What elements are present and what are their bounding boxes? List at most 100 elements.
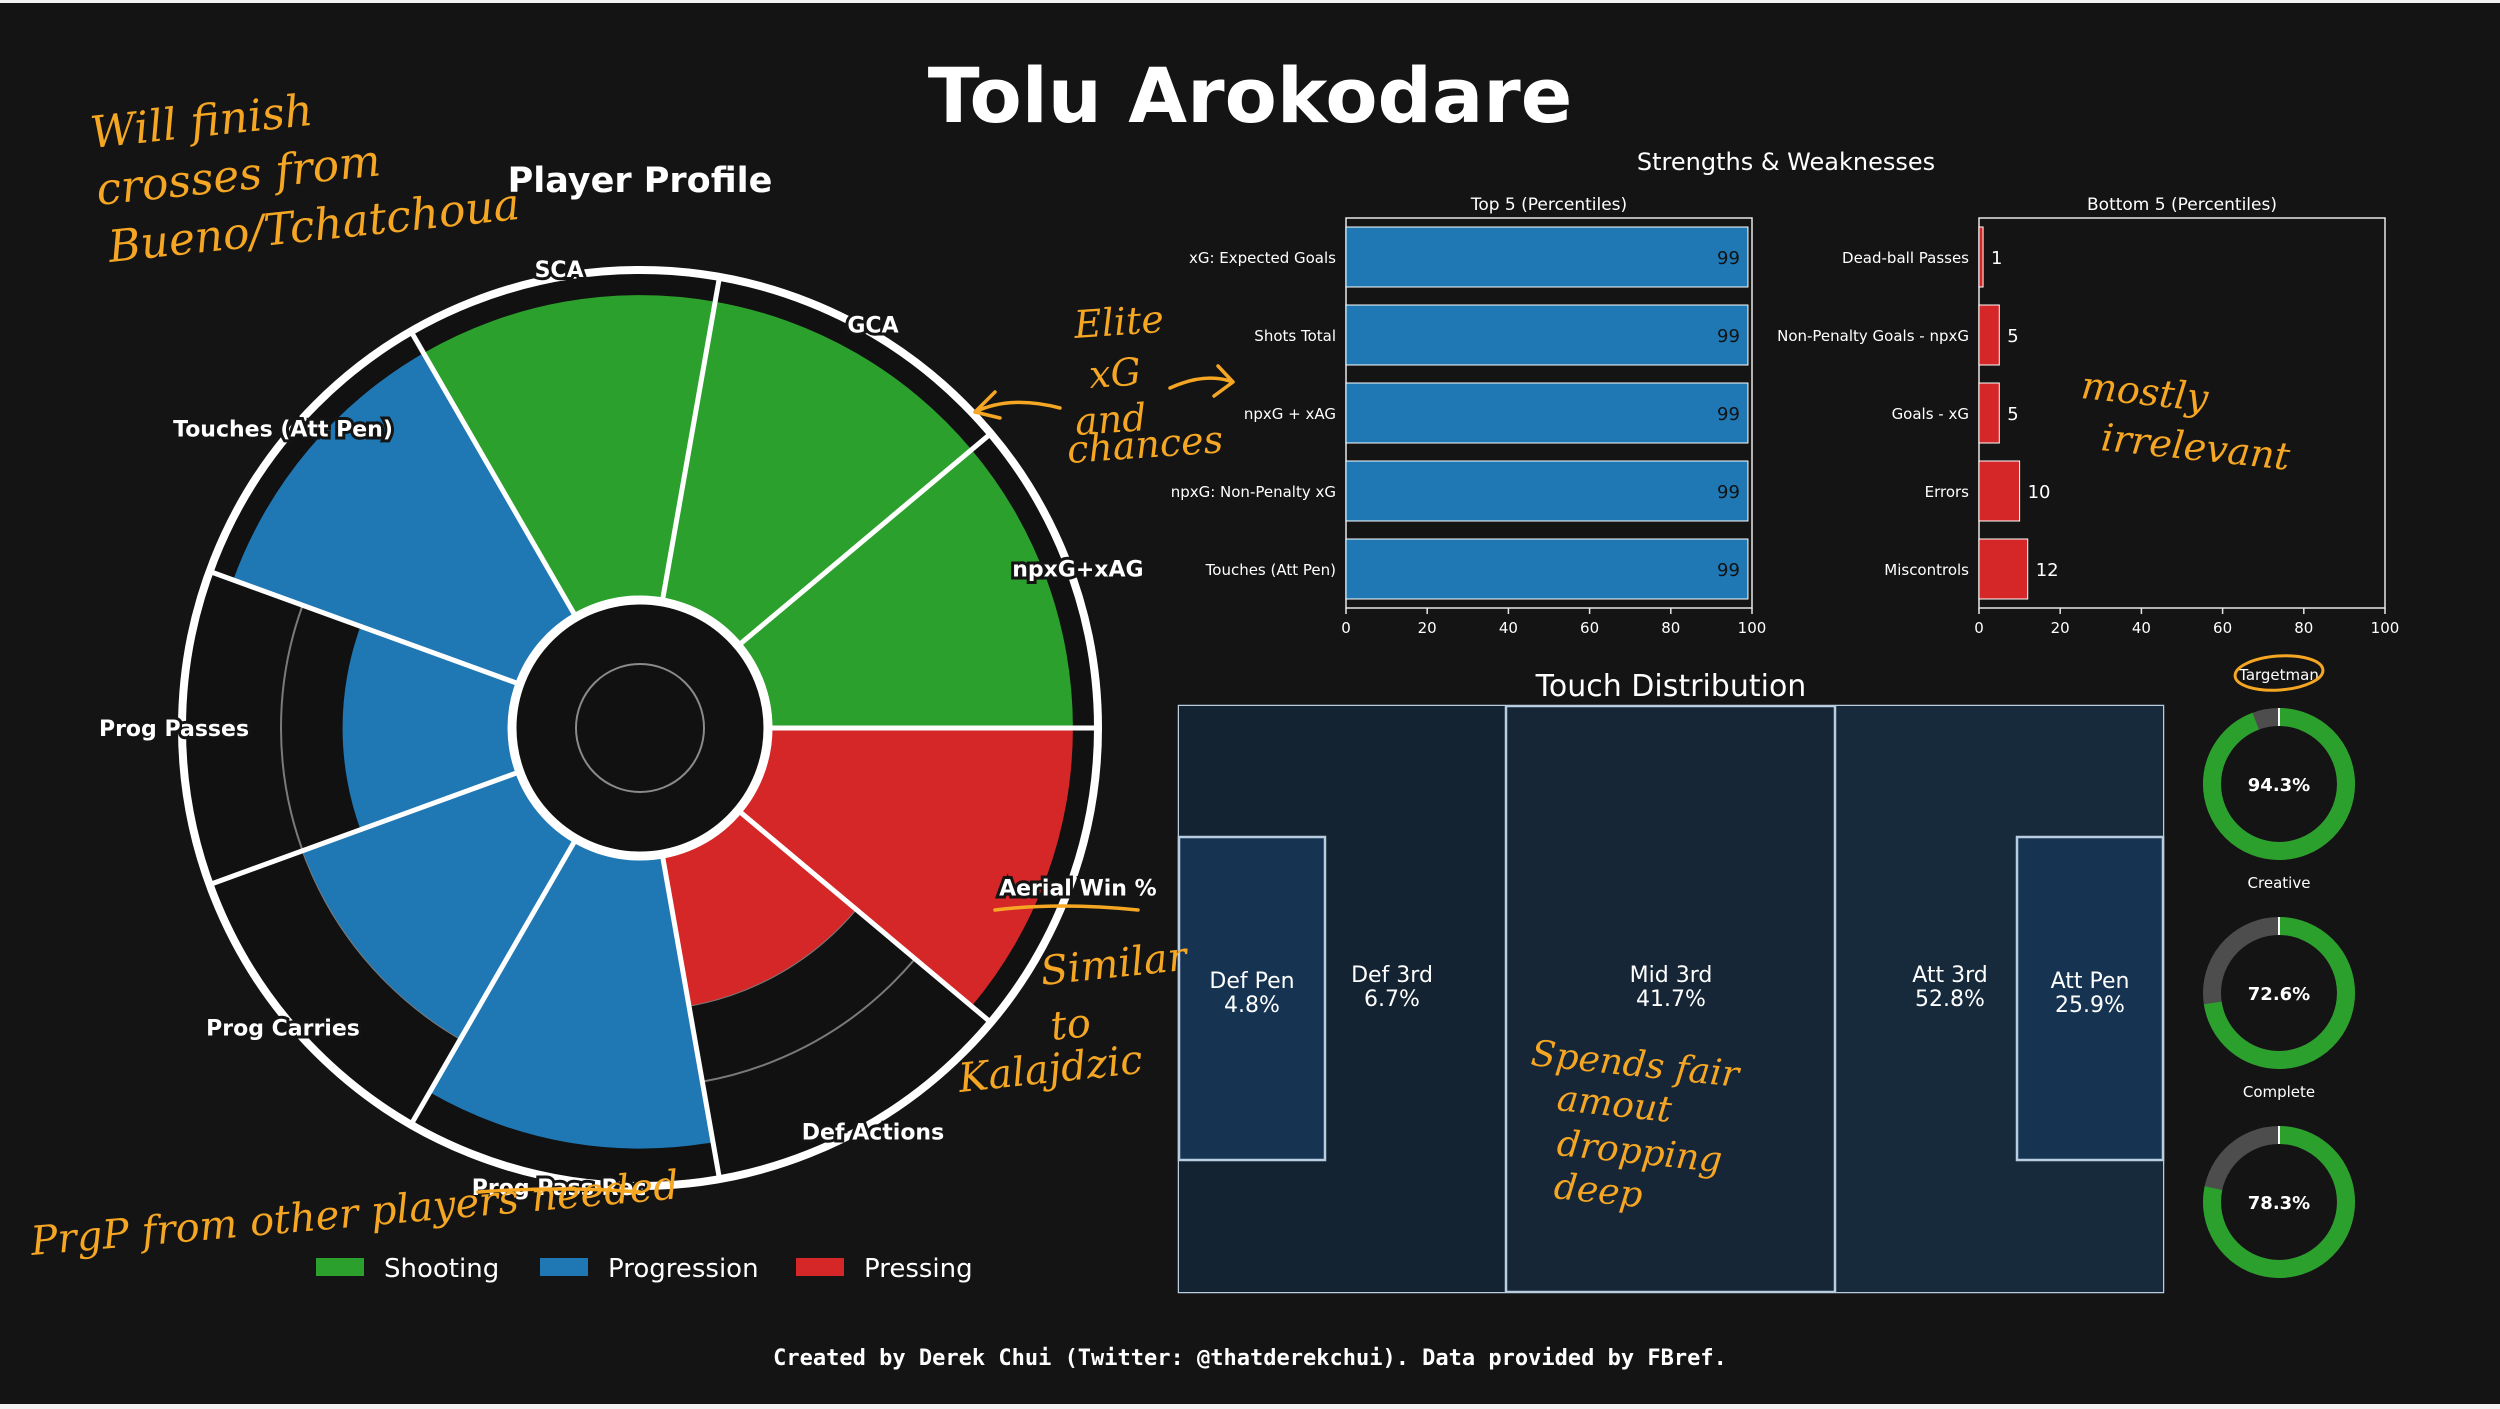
polar-separator (736, 808, 993, 1025)
strengths-weaknesses-title: Strengths & Weaknesses (1637, 148, 1935, 176)
annotation-elite-2: and (1074, 395, 1148, 444)
polar-separator (208, 569, 521, 687)
donut-label-0: Targetman (2238, 666, 2319, 684)
polar-wedge-3 (233, 353, 576, 685)
polar-separator (659, 853, 722, 1180)
bar-1-3 (1345, 460, 1749, 522)
donut-label-2: Complete (2243, 1083, 2315, 1101)
bottom5-bar-chart: Bottom 5 (Percentiles) Dead-ball Passes 1 N… (1777, 195, 2399, 637)
donut-value-0: 94.3% (2248, 775, 2310, 796)
att-penalty-box (2015, 835, 2165, 1162)
bar-label-1-2: npxG + xAG (1244, 405, 1336, 423)
zone-value-1: 6.7% (1364, 987, 1420, 1012)
bar-2-1 (1978, 304, 2000, 366)
x-tick-label-2-4: 80 (2294, 619, 2313, 637)
x-tick-label-2-5: 100 (2371, 619, 2400, 637)
bar-2-4 (1978, 538, 2029, 600)
annotation-similar-0: Similar (1038, 934, 1192, 995)
donut-value-2: 78.3% (2248, 1193, 2310, 1214)
annotation-circle-targetman (2233, 654, 2325, 692)
polar-wedge-8 (738, 728, 1073, 1007)
bar-value-1-0: 99 (1717, 248, 1740, 269)
legend-label-pressing: Pressing (864, 1254, 973, 1284)
legend-label-progression: Progression (608, 1254, 759, 1284)
bar-chart-title-2: Bottom 5 (Percentiles) (2087, 195, 2277, 215)
bar-chart-title-1: Top 5 (Percentiles) (1470, 195, 1627, 215)
annotation-arrow-left (973, 390, 1062, 420)
x-tick-label-2-0: 0 (1974, 619, 1984, 637)
zone-name-3: Att 3rd (1912, 963, 1988, 988)
bar-label-2-4: Miscontrols (1884, 561, 1969, 579)
bar-label-1-1: Shots Total (1254, 327, 1336, 345)
annotation-underline-progpassrec (476, 1187, 642, 1194)
bar-label-2-1: Non-Penalty Goals - npxG (1777, 327, 1969, 345)
annotation-dropping-3: deep (1552, 1166, 1645, 1216)
polar-wedge-7 (662, 810, 856, 1006)
x-tick-label-2-2: 40 (2132, 619, 2151, 637)
polar-wedge-4 (342, 626, 520, 830)
annotation-underline-aerial (993, 904, 1140, 912)
bar-label-1-3: npxG: Non-Penalty xG (1171, 483, 1336, 501)
x-tick-label-2-1: 20 (2051, 619, 2070, 637)
bar-label-1-4: Touches (Att Pen) (1205, 561, 1336, 579)
polar-inner-grid (575, 663, 705, 793)
x-tick-label-2-3: 60 (2213, 619, 2232, 637)
polar-separator (408, 837, 579, 1126)
annotation-elite-1: xG (1088, 349, 1143, 397)
zone-name-2: Mid 3rd (1630, 963, 1713, 988)
bar-value-2-0: 1 (1991, 248, 2002, 269)
polar-label-1: GCA (847, 313, 898, 338)
touch-distribution-title: Touch Distribution (1535, 669, 1807, 704)
player-profile-chart: Player Profile npxG+xAG GCA SCA Touches (Att… (96, 161, 1160, 1284)
x-tick-label-1-3: 60 (1580, 619, 1599, 637)
polar-wedge-5 (302, 771, 576, 1039)
polar-inner-hole (507, 595, 773, 861)
polar-label-0: npxG+xAG (1012, 558, 1143, 583)
bar-value-2-1: 5 (2007, 326, 2018, 347)
bar-2-3 (1978, 460, 2021, 522)
legend-label-shooting: Shooting (384, 1254, 499, 1284)
bottom-border (0, 1404, 2500, 1409)
top-border (0, 0, 2500, 3)
bar-chart-frame-2 (1978, 217, 2386, 609)
polar-label-4: Prog Passes (99, 717, 249, 742)
polar-wedge-1 (662, 301, 972, 646)
x-tick-label-1-4: 80 (1661, 619, 1680, 637)
polar-label-8: Aerial Win % (999, 876, 1157, 901)
bar-1-1 (1345, 304, 1749, 366)
x-tick-label-1-5: 100 (1738, 619, 1767, 637)
polar-label-6: Prog Pass Rec (472, 1176, 647, 1201)
page-title: Tolu Arokodare (928, 51, 1573, 140)
archetype-donuts: Targetman 94.3% Creative 72.6% Complete 78.3% (2203, 654, 2355, 1278)
top5-bar-chart: Strengths & Weaknesses Top 5 (Percentiles… (1171, 148, 1935, 637)
zone-value-4: 25.9% (2055, 993, 2125, 1018)
legend-swatch-progression (540, 1258, 588, 1276)
bar-value-2-3: 10 (2028, 482, 2051, 503)
zone-value-0: 4.8% (1224, 993, 1280, 1018)
bar-value-1-1: 99 (1717, 326, 1740, 347)
bar-value-1-4: 99 (1717, 560, 1740, 581)
x-tick-label-1-0: 0 (1341, 619, 1351, 637)
bar-value-1-3: 99 (1717, 482, 1740, 503)
polar-wedge-2 (423, 295, 716, 618)
bar-value-1-2: 99 (1717, 404, 1740, 425)
polar-separator (736, 431, 993, 648)
bar-2-0 (1978, 226, 1984, 288)
polar-wedge-6 (429, 838, 713, 1149)
donut-value-1: 72.6% (2248, 984, 2310, 1005)
zone-name-4: Att Pen (2051, 969, 2130, 994)
bar-value-2-4: 12 (2036, 560, 2059, 581)
zone-value-2: 41.7% (1636, 987, 1706, 1012)
player-profile-title: Player Profile (508, 161, 773, 201)
annotation-similar-2: Kalajdzic (955, 1037, 1144, 1102)
polar-separator (208, 769, 521, 887)
annotation-similar-1: to (1048, 1000, 1093, 1050)
bar-1-2 (1345, 382, 1749, 444)
polar-separator (659, 276, 722, 603)
zone-value-3: 52.8% (1915, 987, 1985, 1012)
bar-label-2-3: Errors (1925, 483, 1970, 501)
